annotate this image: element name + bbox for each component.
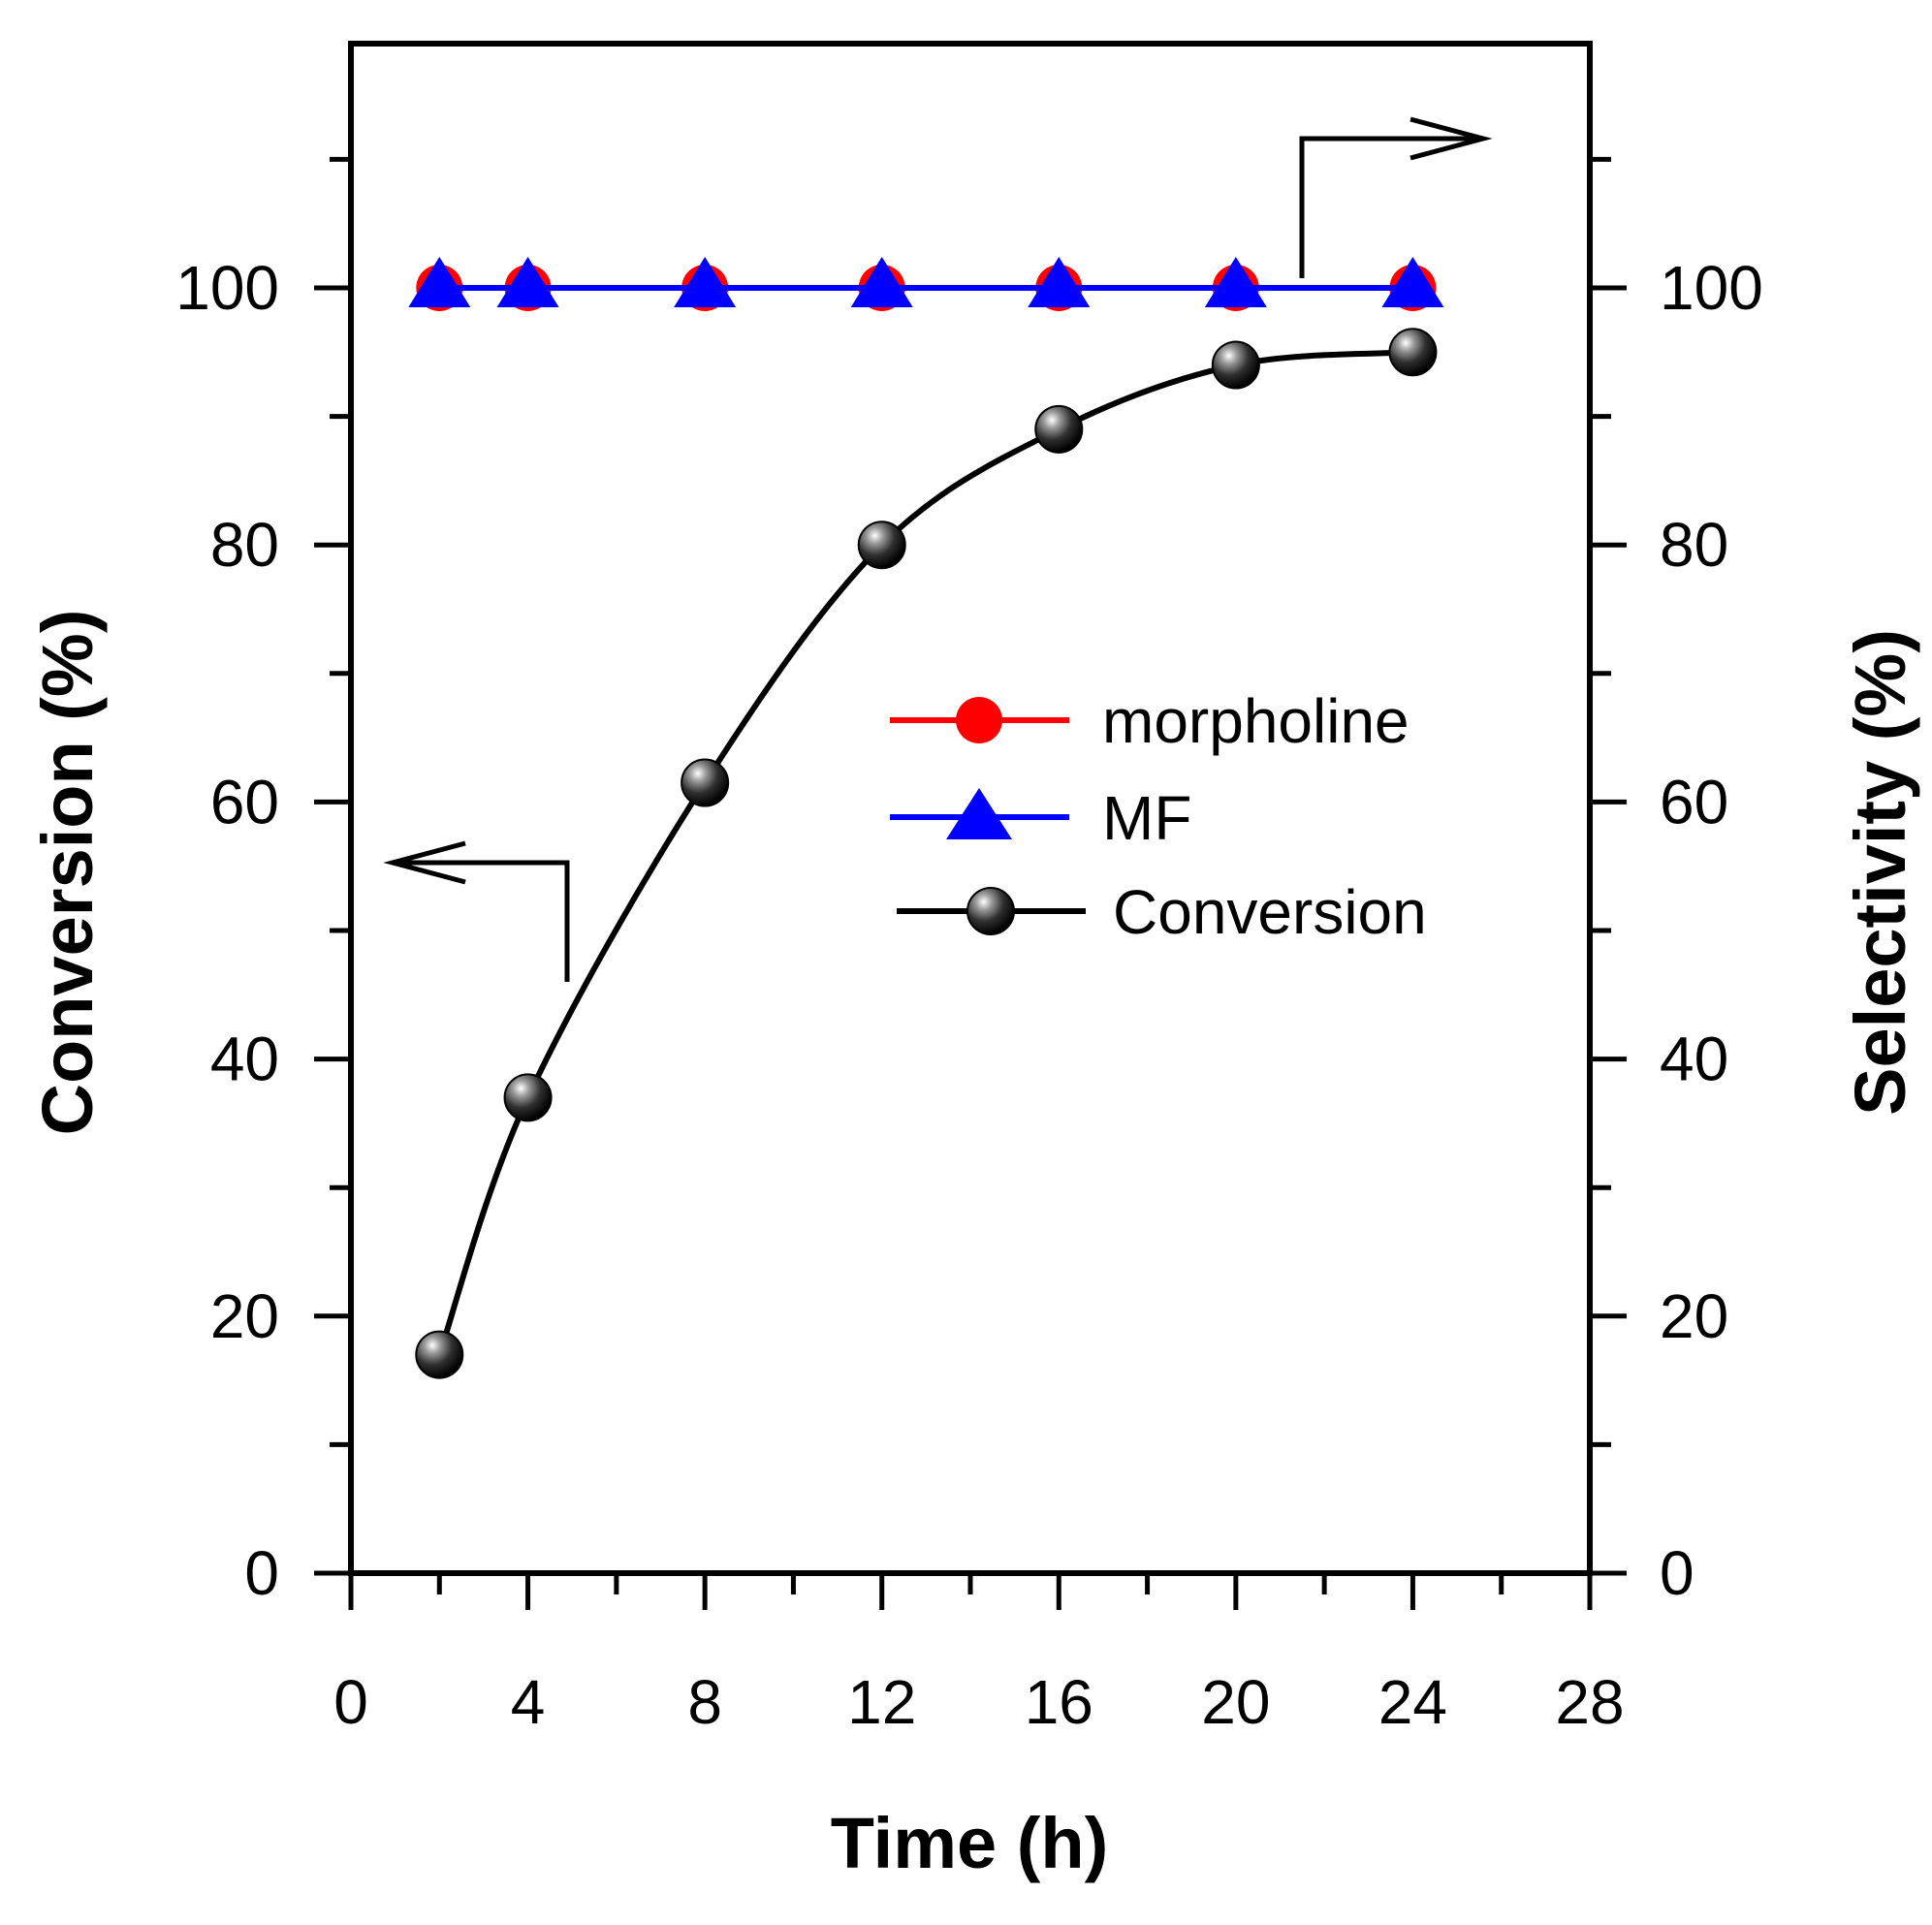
legend-label-mf: MF bbox=[1102, 783, 1191, 853]
series-line-conversion bbox=[436, 349, 1413, 1356]
point-conversion bbox=[1034, 404, 1084, 454]
legend-mf-marker bbox=[946, 788, 1012, 839]
y-axis-ticks: 0 20 40 60 80 100 bbox=[175, 156, 351, 1608]
legend-item-morpholine: morpholine bbox=[890, 686, 1409, 756]
series-layer bbox=[408, 257, 1444, 1379]
y-axis-title: Conversion (%) bbox=[27, 610, 108, 1136]
legend-morpholine-marker bbox=[956, 697, 1002, 743]
point-conversion bbox=[1388, 328, 1438, 377]
legend-label-morpholine: morpholine bbox=[1102, 686, 1409, 756]
point-conversion bbox=[503, 1073, 553, 1122]
legend: morpholine MF Conversion bbox=[890, 686, 1427, 947]
x-tick-label: 16 bbox=[1025, 1667, 1093, 1737]
y2-tick-label: 0 bbox=[1660, 1538, 1694, 1608]
point-mf bbox=[496, 257, 559, 307]
point-conversion bbox=[1211, 340, 1260, 390]
legend-item-mf: MF bbox=[890, 783, 1191, 853]
x-tick-label: 24 bbox=[1378, 1667, 1447, 1737]
right-axis-arrow bbox=[1299, 116, 1493, 278]
y2-axis-title: Selectivity (%) bbox=[1840, 629, 1920, 1116]
point-mf bbox=[674, 257, 737, 307]
x-tick-label: 28 bbox=[1555, 1667, 1624, 1737]
x-tick-label: 12 bbox=[847, 1667, 916, 1737]
x-tick-label: 8 bbox=[687, 1667, 722, 1737]
legend-label-conversion: Conversion bbox=[1113, 877, 1427, 947]
y-tick-label: 20 bbox=[210, 1281, 279, 1351]
y2-tick-label: 80 bbox=[1660, 510, 1728, 580]
y-tick-label: 100 bbox=[175, 253, 279, 323]
point-mf bbox=[1381, 257, 1444, 307]
x-tick-label: 4 bbox=[511, 1667, 546, 1737]
legend-conversion-marker bbox=[966, 887, 1015, 935]
x-tick-label: 0 bbox=[333, 1667, 368, 1737]
point-conversion bbox=[681, 758, 730, 807]
y2-tick-label: 40 bbox=[1660, 1025, 1728, 1094]
y2-tick-label: 20 bbox=[1660, 1281, 1728, 1351]
point-mf bbox=[1204, 257, 1267, 307]
point-mf bbox=[850, 257, 913, 307]
point-conversion bbox=[415, 1330, 464, 1379]
y2-tick-label: 60 bbox=[1660, 767, 1728, 836]
point-mf bbox=[1028, 257, 1091, 307]
legend-item-conversion: Conversion bbox=[897, 877, 1427, 947]
y2-tick-label: 100 bbox=[1660, 253, 1763, 323]
left-axis-arrow bbox=[383, 840, 570, 982]
y-tick-label: 80 bbox=[210, 510, 279, 580]
y2-axis-ticks: 0 20 40 60 80 100 bbox=[1590, 156, 1763, 1608]
point-mf bbox=[408, 257, 471, 307]
x-axis-title: Time (h) bbox=[831, 1803, 1108, 1883]
point-conversion bbox=[857, 521, 906, 570]
x-axis-ticks: 0 4 8 12 16 20 24 28 bbox=[333, 1573, 1625, 1737]
y-tick-label: 0 bbox=[244, 1538, 279, 1608]
x-tick-label: 20 bbox=[1201, 1667, 1270, 1737]
y-tick-label: 60 bbox=[210, 767, 279, 836]
y-tick-label: 40 bbox=[210, 1025, 279, 1094]
